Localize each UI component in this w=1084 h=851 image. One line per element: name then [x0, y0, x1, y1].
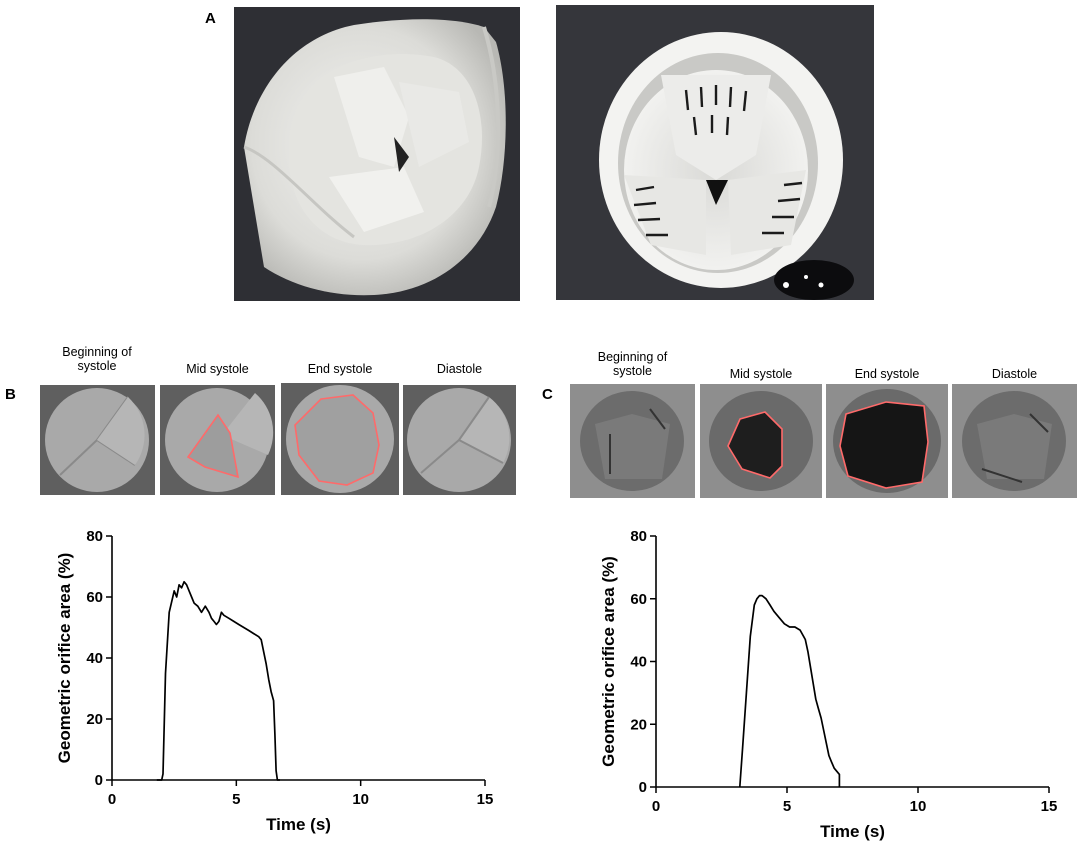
frame-label-b-end: End systole — [307, 362, 373, 376]
chart-b-y-tick-label: 40 — [86, 650, 103, 667]
chart-c: 0 5 10 15 0 20 40 60 80 Time (s) Geometric orifice… — [599, 528, 1058, 841]
chart-c-y-tick-label: 40 — [630, 654, 647, 671]
chart-b-y-tick-label: 80 — [86, 528, 103, 545]
frame-c-diastole — [952, 384, 1077, 498]
chart-c-y-tick-label: 20 — [630, 716, 647, 733]
chart-c-x-tick-label: 0 — [652, 798, 660, 815]
chart-c-y-tick-label: 80 — [630, 528, 647, 545]
chart-c-x-tick-label: 10 — [910, 798, 927, 815]
frame-label-b-diastole: Diastole — [436, 362, 483, 376]
chart-c-x-tick-label: 15 — [1041, 798, 1058, 815]
frame-label-c-diastole: Diastole — [991, 367, 1038, 381]
chart-b-x-tick-label: 5 — [232, 791, 240, 808]
frame-c-beginning — [570, 384, 695, 498]
frame-label-c-end: End systole — [854, 367, 920, 381]
frame-label-c-beginning: Beginning of systole — [597, 350, 668, 378]
chart-b-y-tick-label: 20 — [86, 711, 103, 728]
chart-c-x-tick-label: 5 — [783, 798, 791, 815]
frame-c-end — [826, 384, 948, 498]
chart-b-y-tick-label: 0 — [95, 772, 103, 789]
frame-b-diastole — [403, 385, 516, 495]
valve-photo-right — [556, 5, 874, 300]
chart-b-x-tick-label: 15 — [477, 791, 494, 808]
frame-b-end — [281, 383, 399, 495]
frame-label-c-mid: Mid systole — [729, 367, 793, 381]
frame-label-b-beginning: Beginning of systole — [62, 345, 132, 373]
panel-letter-c: C — [542, 386, 553, 403]
frame-c-mid — [700, 384, 822, 498]
valve-photo-left — [234, 7, 520, 301]
chart-c-xlabel: Time (s) — [820, 822, 885, 841]
chart-b-x-tick-label: 0 — [108, 791, 116, 808]
panel-letter-b: B — [5, 386, 16, 403]
chart-b-xlabel: Time (s) — [266, 815, 331, 834]
chart-b-y-tick-label: 60 — [86, 589, 103, 606]
panel-letter-a: A — [205, 10, 216, 27]
chart-b-series-0-line — [156, 580, 280, 781]
chart-b-ylabel: Geometric orifice area (%) — [55, 553, 74, 764]
chart-c-y-tick-label: 0 — [639, 779, 647, 796]
frame-b-mid — [160, 385, 275, 495]
chart-b-x-tick-label: 10 — [352, 791, 369, 808]
chart-c-ylabel: Geometric orifice area (%) — [599, 556, 618, 767]
frame-label-b-mid: Mid systole — [186, 362, 249, 376]
chart-b: 0 5 10 15 0 20 40 60 80 Time (s) Geometric orifice… — [55, 528, 494, 834]
chart-c-series-0-line — [738, 594, 841, 788]
chart-c-y-tick-label: 60 — [630, 591, 647, 608]
frame-b-beginning — [40, 385, 155, 495]
